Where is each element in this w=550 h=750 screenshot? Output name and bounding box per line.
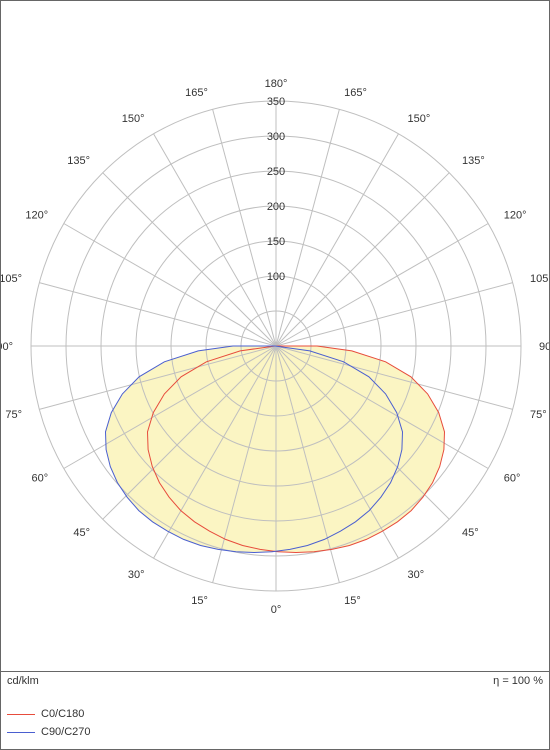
svg-text:15°: 15° [344, 595, 361, 607]
svg-text:250: 250 [267, 166, 285, 178]
svg-text:100: 100 [267, 271, 285, 283]
svg-text:120°: 120° [504, 210, 527, 222]
polar-svg: 100 150 200 250 300 350 0° 15° 15° 30° 30° 45° 45° 60… [1, 1, 549, 691]
svg-text:15°: 15° [191, 595, 208, 607]
svg-text:300: 300 [267, 131, 285, 143]
svg-text:135°: 135° [67, 155, 90, 167]
svg-text:30°: 30° [128, 569, 145, 581]
legend: C0/C180 C90/C270 [7, 705, 91, 741]
svg-text:150: 150 [267, 236, 285, 248]
axis-label-right: η = 100 % [493, 675, 543, 687]
svg-text:0°: 0° [271, 604, 282, 616]
svg-text:60°: 60° [32, 473, 49, 485]
axis-footer: cd/klm η = 100 % [1, 671, 549, 694]
svg-text:120°: 120° [25, 210, 48, 222]
svg-text:90°: 90° [1, 341, 13, 353]
legend-item-c90: C90/C270 [7, 723, 91, 741]
svg-text:75°: 75° [530, 409, 547, 421]
legend-swatch-c0 [7, 714, 35, 715]
svg-text:135°: 135° [462, 155, 485, 167]
axis-label-left: cd/klm [7, 675, 39, 687]
legend-item-c0: C0/C180 [7, 705, 91, 723]
svg-text:165°: 165° [185, 87, 208, 99]
svg-text:150°: 150° [408, 113, 431, 125]
svg-text:30°: 30° [408, 569, 425, 581]
svg-text:45°: 45° [73, 527, 90, 539]
svg-text:165°: 165° [344, 87, 367, 99]
polar-chart-container: 100 150 200 250 300 350 0° 15° 15° 30° 30° 45° 45° 60… [0, 0, 550, 750]
legend-label-c90: C90/C270 [41, 726, 91, 738]
svg-text:180°: 180° [265, 78, 288, 90]
svg-text:45°: 45° [462, 527, 479, 539]
svg-text:150°: 150° [122, 113, 145, 125]
svg-text:105°: 105° [1, 273, 22, 285]
svg-text:75°: 75° [5, 409, 22, 421]
svg-text:350: 350 [267, 96, 285, 108]
svg-text:105°: 105° [530, 273, 549, 285]
plot-area: 100 150 200 250 300 350 0° 15° 15° 30° 30° 45° 45° 60… [1, 1, 549, 691]
svg-text:90°: 90° [539, 341, 549, 353]
svg-text:200: 200 [267, 201, 285, 213]
svg-text:60°: 60° [504, 473, 521, 485]
legend-swatch-c90 [7, 732, 35, 733]
legend-label-c0: C0/C180 [41, 708, 84, 720]
